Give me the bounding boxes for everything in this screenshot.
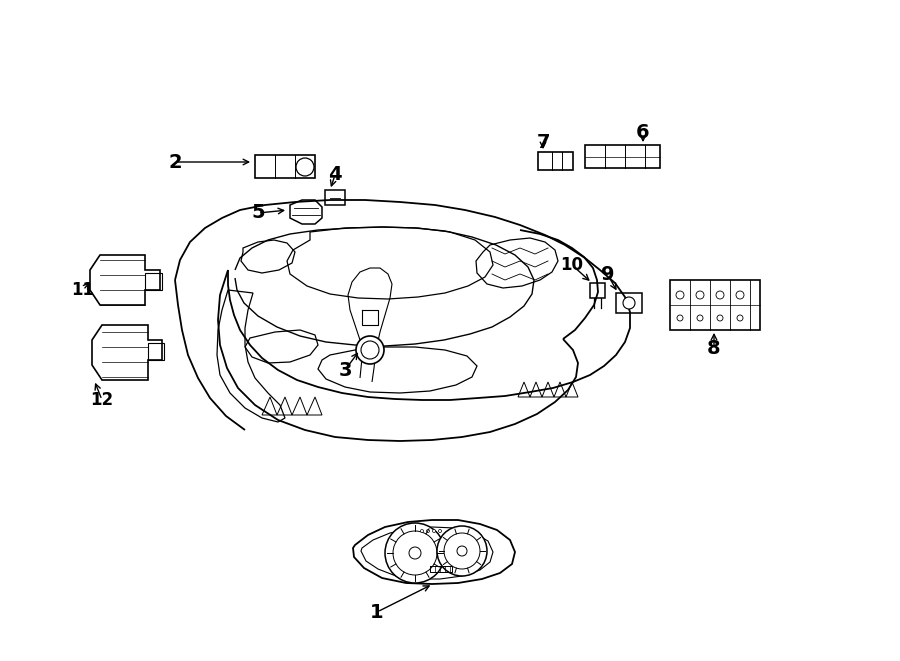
Text: 11: 11 <box>71 281 94 299</box>
Text: 4: 4 <box>328 165 342 184</box>
Circle shape <box>296 158 314 176</box>
Circle shape <box>433 529 436 533</box>
Circle shape <box>420 529 424 533</box>
Text: 10: 10 <box>561 256 583 274</box>
Text: 1: 1 <box>370 602 383 621</box>
Circle shape <box>427 529 429 533</box>
Text: 12: 12 <box>90 391 113 409</box>
Text: 5: 5 <box>251 204 265 223</box>
Circle shape <box>717 315 723 321</box>
Circle shape <box>356 336 384 364</box>
Circle shape <box>393 531 437 575</box>
Circle shape <box>696 291 704 299</box>
Text: 7: 7 <box>536 134 550 153</box>
Circle shape <box>438 529 442 533</box>
Circle shape <box>385 523 445 583</box>
Circle shape <box>457 546 467 556</box>
Circle shape <box>623 297 635 309</box>
Circle shape <box>716 291 724 299</box>
Text: 3: 3 <box>338 360 352 379</box>
Circle shape <box>676 291 684 299</box>
Circle shape <box>361 341 379 359</box>
Text: 6: 6 <box>636 124 650 143</box>
Circle shape <box>736 291 744 299</box>
Circle shape <box>697 315 703 321</box>
Text: 9: 9 <box>601 266 615 284</box>
Circle shape <box>444 533 480 569</box>
Circle shape <box>677 315 683 321</box>
Text: 2: 2 <box>168 153 182 171</box>
Circle shape <box>437 526 487 576</box>
Circle shape <box>409 547 421 559</box>
Circle shape <box>737 315 743 321</box>
Text: 8: 8 <box>707 338 721 358</box>
